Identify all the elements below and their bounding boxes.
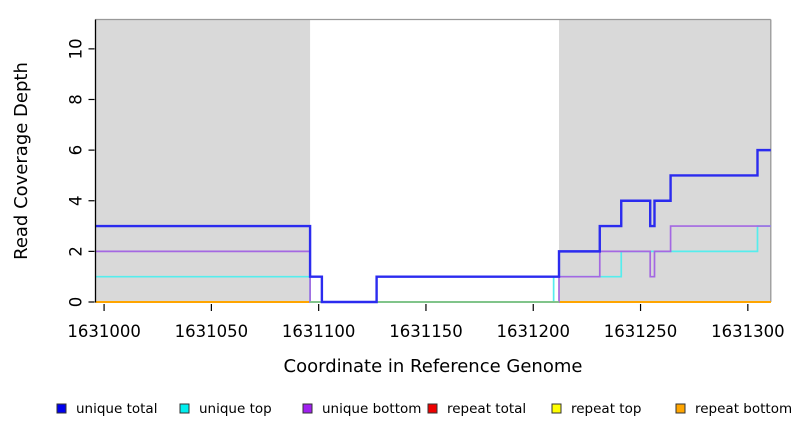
legend-swatch — [302, 403, 313, 414]
y-tick-label: 6 — [67, 145, 86, 156]
legend-label: repeat top — [571, 401, 641, 417]
x-tick-label: 1631000 — [67, 322, 141, 341]
legend-label: repeat total — [447, 401, 526, 417]
legend-label: unique total — [76, 401, 157, 417]
legend-swatch — [675, 403, 686, 414]
x-tick-label: 1631150 — [389, 322, 463, 341]
x-axis-title: Coordinate in Reference Genome — [284, 356, 583, 377]
legend-swatch — [179, 403, 190, 414]
legend-label: unique bottom — [322, 401, 421, 417]
y-tick-label: 2 — [67, 246, 86, 256]
repeat-regions — [95, 20, 771, 302]
x-tick-label: 1631100 — [282, 322, 356, 341]
legend-swatch — [427, 403, 438, 414]
series-lines — [95, 148, 771, 304]
x-tick-label: 1631300 — [711, 322, 785, 341]
repeat-region — [559, 20, 771, 302]
legend: unique total unique top unique bottom repea… — [56, 401, 792, 417]
repeat-region — [95, 20, 311, 302]
legend-swatch — [551, 403, 562, 414]
x-tick-label: 1631200 — [497, 322, 571, 341]
legend-label: unique top — [199, 401, 272, 417]
series-line-unique-total — [95, 148, 771, 304]
y-tick-label: 8 — [67, 94, 86, 105]
legend-label: repeat bottom — [695, 401, 792, 417]
y-tick-label: 10 — [67, 38, 86, 59]
x-tick-label: 1631250 — [604, 322, 678, 341]
legend-swatch — [56, 403, 67, 414]
y-tick-label: 0 — [67, 297, 86, 308]
y-axis: 0 2 4 6 8 10 — [67, 19, 97, 308]
y-tick-label: 4 — [67, 195, 86, 206]
x-tick-label: 1631050 — [175, 322, 249, 341]
x-axis: 1631000 1631050 1631100 1631150 1631200 16312… — [67, 304, 785, 341]
y-axis-title: Read Coverage Depth — [11, 62, 32, 260]
